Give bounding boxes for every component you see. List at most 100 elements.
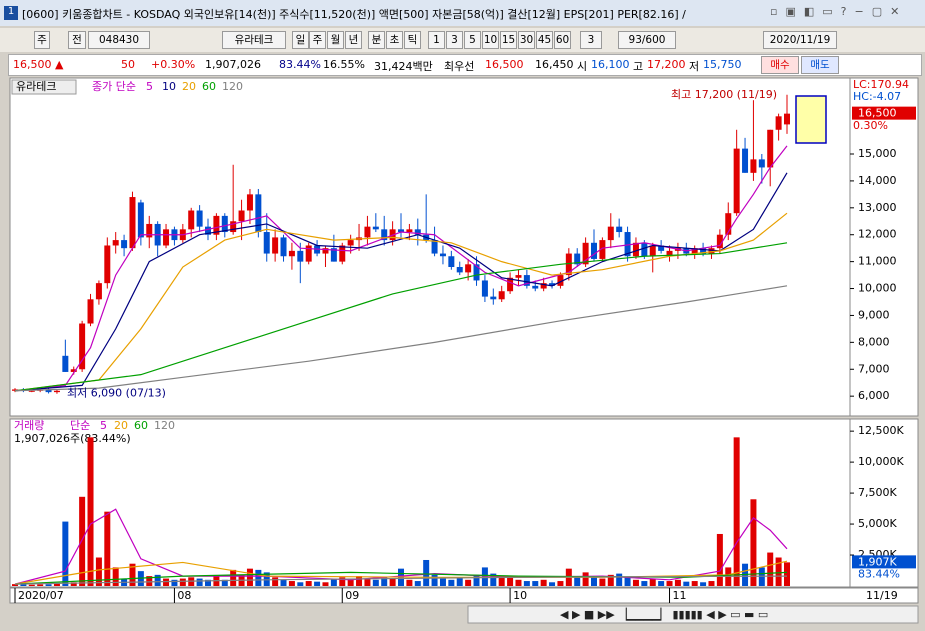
toolbar-item[interactable]: 일 (292, 31, 309, 49)
quote-item: 16,450 (535, 58, 574, 71)
candle-body (498, 291, 505, 300)
toolbar-item[interactable]: 주 (309, 31, 326, 49)
candle-body (591, 242, 597, 259)
toolbar-item[interactable]: 1 (428, 31, 445, 49)
volume-bar (179, 578, 186, 586)
toolbar-item[interactable]: 048430 (88, 31, 150, 49)
ma-line (14, 242, 788, 392)
candle-body (305, 245, 312, 262)
sell-button[interactable]: 매도 (801, 56, 839, 74)
volume-bar (414, 581, 421, 586)
toolbar-item[interactable]: 5 (464, 31, 481, 49)
volume-bar (473, 574, 480, 586)
ma-legend: 10 (162, 80, 176, 93)
toolbar: 주 전 048430 유라테크 일 주 월 년 분 초 틱 1 3 5 10 15 30 45 60 3 93/600 2… (0, 28, 925, 52)
toolbar-item[interactable]: 30 (518, 31, 535, 49)
right-label: LC:170.94 (853, 78, 909, 91)
quote-bar: 16,500 ▲ 50 +0.30% 1,907,026 83.44% 16.55% 31,… (8, 54, 922, 76)
right-label: HC:-4.07 (853, 90, 901, 103)
ma-line (14, 575, 788, 585)
toolbar-item[interactable]: 년 (345, 31, 362, 49)
candle-body (632, 242, 639, 257)
volume-bar (297, 582, 304, 586)
candle-body (79, 323, 86, 370)
volume-bar (431, 574, 438, 586)
volume-bar (465, 579, 472, 586)
quote-item: 16.55% (323, 58, 365, 71)
toolbar-item[interactable]: 3 (580, 31, 602, 49)
window-controls[interactable]: ▫▣◧▭?−▢✕ (770, 5, 908, 18)
volume-bar (624, 577, 631, 586)
quote-item: 시 (577, 60, 588, 73)
y-tick-label: 8,000 (858, 335, 890, 348)
candle-body (205, 226, 211, 235)
candle-body (381, 229, 388, 241)
volume-bar (515, 579, 522, 586)
scroll-controls[interactable]: ◀ ▶ ■ ▶▶ ▕▁▁▁▁▏ ▮▮▮▮▮ ◀ ▶ ▭ ▬ ▭ (560, 607, 768, 621)
ma-line (14, 172, 788, 392)
volume-bar (658, 581, 665, 586)
volume-bar (12, 584, 18, 586)
toolbar-item[interactable]: 유라테크 (222, 31, 286, 49)
ma-legend: 60 (134, 419, 148, 432)
date-label: 10 (513, 589, 527, 602)
volume-bar (456, 577, 463, 586)
ma-line (14, 560, 788, 585)
volume-bar (481, 567, 488, 586)
quote-item: 15,750 (703, 58, 742, 71)
candle-body (288, 250, 295, 257)
date-label: 09 (345, 589, 359, 602)
volume-bar (112, 567, 119, 586)
toolbar-item[interactable]: 45 (536, 31, 553, 49)
candle-body (62, 355, 69, 372)
volume-bar (221, 579, 228, 586)
volume-bar (540, 579, 547, 586)
candle-body (481, 280, 488, 297)
price-legend: 종가 단순 (92, 80, 136, 93)
ma-legend: 5 (100, 419, 107, 432)
candle-body (775, 116, 782, 130)
volume-bar (356, 576, 363, 586)
volume-bar (70, 582, 77, 586)
volume-tick-label: 5,000K (858, 517, 897, 530)
date-label: 2020/07 (18, 589, 64, 602)
toolbar-item[interactable]: 93/600 (618, 31, 676, 49)
high-label: 최고 17,200 (11/19) (671, 88, 777, 101)
candle-body (515, 275, 522, 278)
toolbar-item[interactable]: 분 (368, 31, 385, 49)
volume-bar (439, 578, 446, 586)
volume-bar (95, 557, 102, 586)
volume-bar (406, 579, 413, 586)
volume-bar (87, 437, 94, 586)
volume-bar (616, 573, 623, 586)
candle-body (414, 229, 421, 235)
toolbar-item[interactable]: 2020/11/19 (763, 31, 837, 49)
toolbar-item[interactable]: 주 (34, 31, 50, 49)
price-marker-label: 16,500 (858, 107, 897, 120)
date-axis (9, 587, 919, 604)
scroll-bar[interactable] (467, 605, 919, 624)
volume-bar (154, 574, 161, 586)
toolbar-item[interactable]: 60 (554, 31, 571, 49)
volume-bar (582, 572, 589, 586)
toolbar-item[interactable]: 전 (68, 31, 86, 49)
toolbar-item[interactable]: 초 (386, 31, 403, 49)
volume-legend-type: 단순 (70, 419, 90, 432)
buy-button[interactable]: 매수 (761, 56, 799, 74)
candle-body (213, 215, 220, 235)
toolbar-item[interactable]: 10 (482, 31, 499, 49)
candle-body (716, 234, 723, 249)
volume-legend: 거래량 (14, 419, 44, 432)
candle-body (163, 229, 170, 246)
app-icon: 1 (4, 6, 18, 20)
candle-body (347, 240, 354, 246)
candle-body (490, 296, 497, 300)
last-date: 11/19 (866, 589, 898, 602)
toolbar-item[interactable]: 3 (446, 31, 463, 49)
candle-body (456, 267, 463, 273)
toolbar-item[interactable]: 틱 (404, 31, 421, 49)
candle-body (121, 240, 128, 249)
toolbar-item[interactable]: 월 (327, 31, 344, 49)
toolbar-item[interactable]: 15 (500, 31, 517, 49)
candle-body (666, 250, 673, 257)
